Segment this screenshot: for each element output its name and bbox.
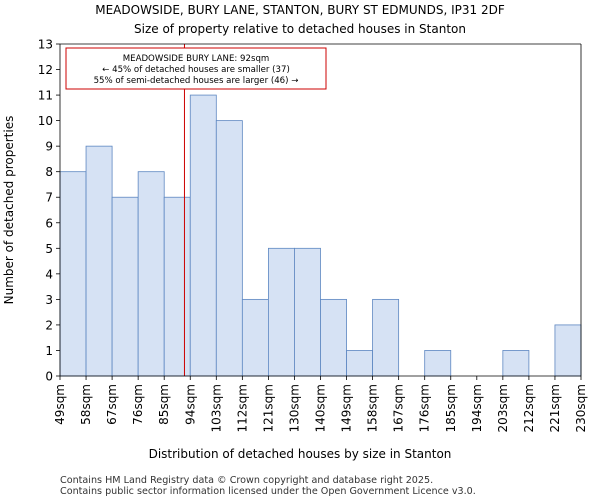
- x-tick-label: 121sqm: [261, 384, 275, 432]
- x-tick-label: 167sqm: [392, 384, 406, 432]
- bar-203sqm: [502, 350, 530, 377]
- bar-67sqm: [111, 196, 139, 377]
- bar-149sqm: [346, 350, 373, 377]
- annotation-border: [65, 47, 327, 90]
- y-tick-label: 7: [45, 191, 53, 205]
- bar-112sqm: [241, 298, 269, 377]
- x-tick-label: 194sqm: [470, 384, 484, 432]
- y-tick-label: 5: [45, 242, 53, 256]
- x-tick-label: 58sqm: [79, 384, 93, 425]
- x-tick-label: 140sqm: [314, 384, 328, 432]
- x-tick-label: 130sqm: [287, 384, 301, 432]
- bar-130sqm: [294, 247, 321, 377]
- y-tick-label: 11: [38, 89, 53, 103]
- bar-49sqm: [59, 171, 87, 377]
- x-tick-label: 67sqm: [105, 384, 119, 425]
- chart-subtitle: Size of property relative to detached ho…: [134, 22, 466, 36]
- y-tick-label: 10: [38, 114, 53, 128]
- annotation-line-2: ← 45% of detached houses are smaller (37…: [102, 65, 290, 75]
- bar-58sqm: [85, 145, 113, 377]
- chart-title: MEADOWSIDE, BURY LANE, STANTON, BURY ST …: [95, 3, 505, 17]
- bar-158sqm: [372, 298, 400, 377]
- y-axis-label: Number of detached properties: [2, 116, 16, 305]
- bar-103sqm: [215, 120, 243, 377]
- y-tick-label: 2: [45, 318, 53, 332]
- bar-221sqm: [554, 324, 582, 377]
- x-tick-label: 221sqm: [548, 384, 562, 432]
- y-tick-label: 8: [45, 165, 53, 179]
- x-tick-label: 176sqm: [418, 384, 432, 432]
- annotation-line-3: 55% of semi-detached houses are larger (…: [94, 76, 299, 86]
- y-tick-label: 13: [38, 38, 53, 52]
- x-tick-label: 230sqm: [574, 384, 588, 432]
- y-tick-label: 1: [45, 344, 53, 358]
- annotation-box: MEADOWSIDE BURY LANE: 92sqm ← 45% of det…: [65, 47, 327, 90]
- x-tick-label: 85sqm: [157, 384, 171, 425]
- annotation-line-1: MEADOWSIDE BURY LANE: 92sqm: [123, 54, 270, 64]
- x-tick-label: 49sqm: [53, 384, 67, 425]
- y-tick-label: 6: [45, 216, 53, 230]
- bars: [59, 94, 582, 377]
- x-tick-label: 112sqm: [235, 384, 249, 432]
- x-tick-label: 185sqm: [444, 384, 458, 432]
- y-tick-label: 0: [45, 370, 53, 384]
- y-tick-label: 3: [45, 293, 53, 307]
- x-tick-label: 76sqm: [131, 384, 145, 425]
- x-tick-label: 212sqm: [522, 384, 536, 432]
- footer-line-2: Contains public sector information licen…: [60, 486, 476, 497]
- footer-line-1: Contains HM Land Registry data © Crown c…: [60, 475, 433, 486]
- bar-176sqm: [424, 350, 452, 377]
- bar-140sqm: [320, 298, 347, 377]
- x-tick-label: 149sqm: [340, 384, 354, 432]
- x-tick-label: 103sqm: [209, 384, 223, 432]
- y-tick-label: 4: [45, 267, 53, 281]
- x-tick-label: 203sqm: [496, 384, 510, 432]
- bar-121sqm: [267, 247, 295, 377]
- x-tick-label: 94sqm: [183, 384, 197, 425]
- bar-76sqm: [137, 171, 165, 377]
- bar-94sqm: [189, 94, 217, 377]
- x-axis-label: Distribution of detached houses by size …: [149, 447, 452, 461]
- x-ticks: 49sqm 58sqm 67sqm 76sqm 85sqm 94sqm 103sqm 112s…: [53, 376, 588, 432]
- bar-85sqm: [163, 196, 191, 377]
- y-tick-label: 9: [45, 140, 53, 154]
- y-tick-label: 12: [38, 63, 53, 77]
- x-tick-label: 158sqm: [366, 384, 380, 432]
